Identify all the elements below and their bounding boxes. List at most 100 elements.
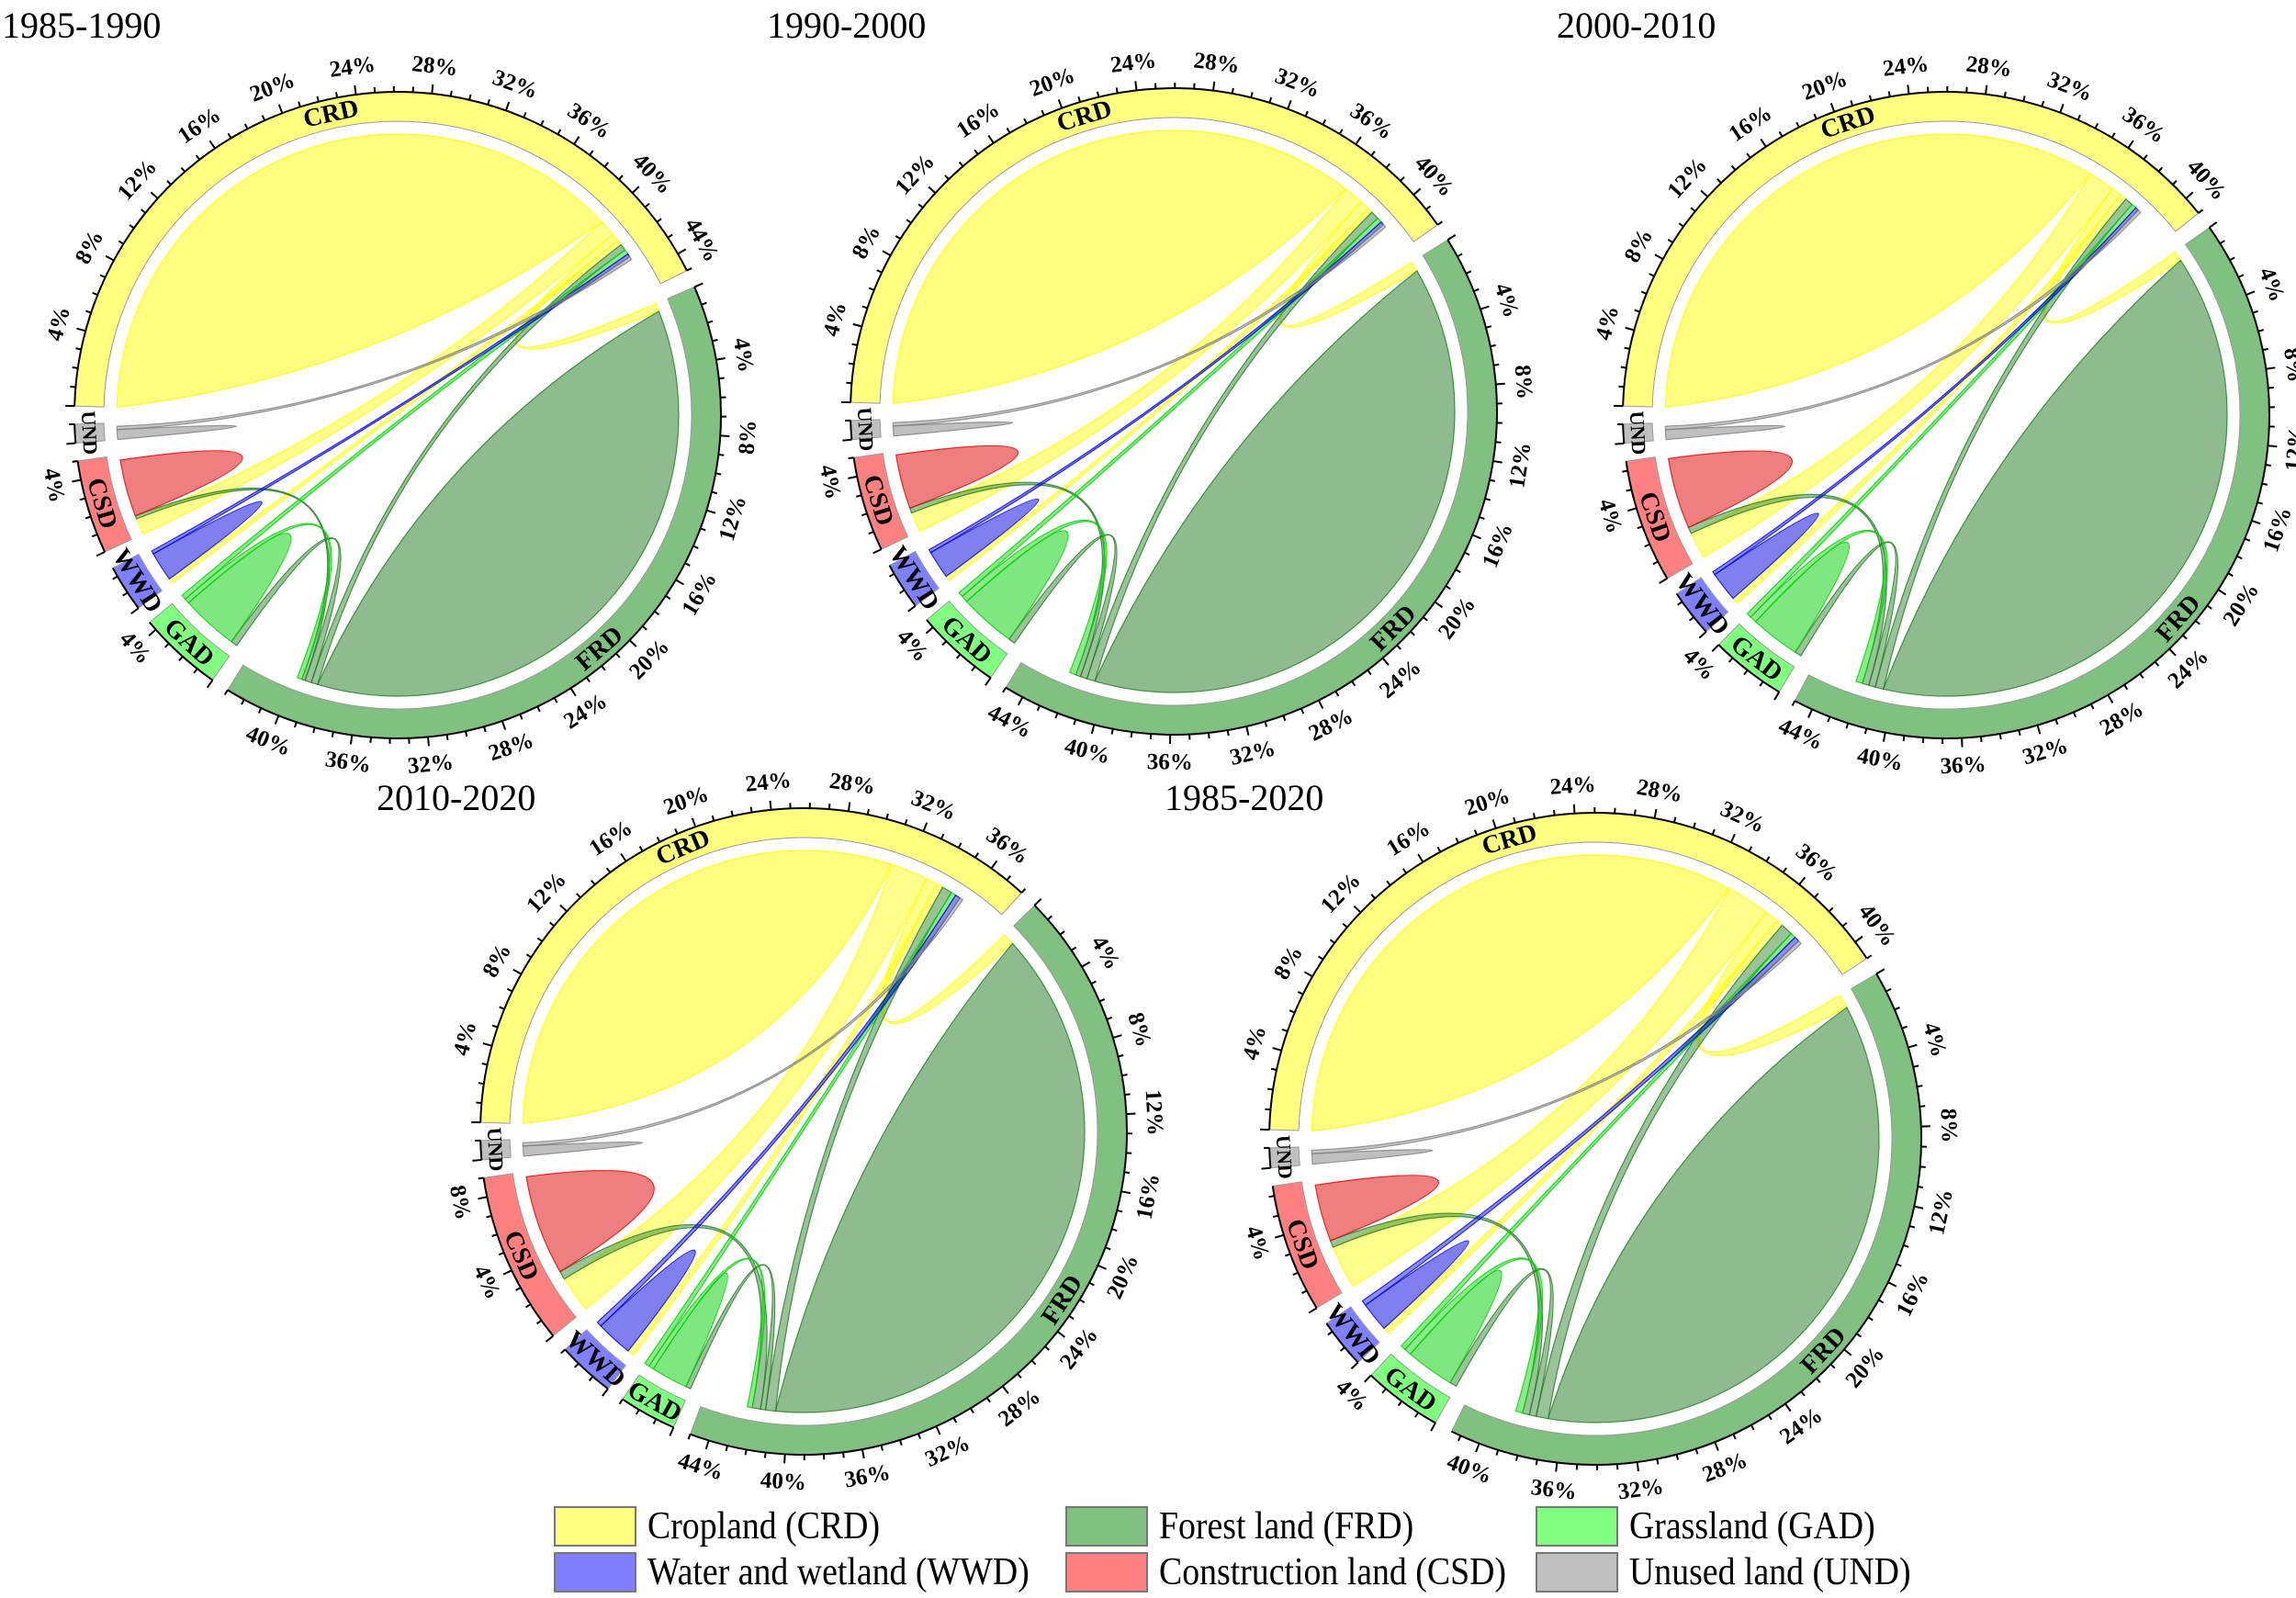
tick-mark bbox=[92, 291, 98, 296]
tick-mark bbox=[1700, 189, 1709, 197]
tick-mark bbox=[944, 174, 950, 180]
tick-mark bbox=[602, 1388, 609, 1397]
tick-label: 28% bbox=[1305, 703, 1357, 747]
tick-label: 4% bbox=[1086, 931, 1125, 973]
chord-chart-2000-2010: 4%8%12%16%20% 24% 28%32%36%40%CRD4%8%12%16… bbox=[1591, 51, 2296, 779]
tick-mark bbox=[1023, 118, 1028, 124]
tick-mark bbox=[2251, 519, 2261, 525]
chords bbox=[522, 850, 1086, 1413]
tick-mark bbox=[1266, 1087, 1274, 1091]
tick-mark bbox=[312, 726, 316, 734]
tick-label: 16% bbox=[2258, 504, 2296, 556]
tick-mark bbox=[628, 639, 637, 647]
tick-mark bbox=[2237, 274, 2245, 278]
tick-mark bbox=[1457, 253, 1463, 258]
tick-label: 4% bbox=[2254, 264, 2290, 305]
sector-axis-und bbox=[1622, 423, 1626, 444]
chord-crd-to-csd bbox=[1332, 887, 1767, 1288]
tick-mark bbox=[427, 737, 430, 747]
tick-mark bbox=[1364, 1374, 1372, 1383]
tick-mark bbox=[1115, 87, 1119, 94]
tick-mark bbox=[711, 490, 717, 495]
tick-mark bbox=[1446, 233, 1457, 241]
chord-wwd-to-crd bbox=[1361, 936, 1800, 1307]
tick-mark bbox=[1059, 930, 1065, 936]
tick-mark bbox=[1414, 1412, 1420, 1418]
tick-mark bbox=[573, 136, 580, 145]
tick-mark bbox=[974, 149, 979, 155]
tick-mark bbox=[1385, 163, 1391, 169]
tick-mark bbox=[848, 475, 858, 479]
tick-label: 12% bbox=[1504, 441, 1536, 490]
chord-wwd-to-wwd bbox=[152, 501, 263, 580]
tick-mark bbox=[1484, 497, 1491, 501]
tick-mark bbox=[868, 531, 874, 535]
tick-label: 20% bbox=[1102, 1251, 1143, 1303]
tick-mark bbox=[2054, 718, 2059, 726]
tick-mark bbox=[1465, 270, 1472, 275]
tick-label: 8% bbox=[848, 221, 886, 264]
tick-mark bbox=[700, 527, 706, 532]
tick-label: 40% bbox=[2182, 154, 2232, 205]
tick-label: 28% bbox=[994, 1384, 1045, 1432]
tick-label: 24% bbox=[559, 689, 612, 735]
tick-mark bbox=[1618, 385, 1625, 388]
tick-mark bbox=[91, 534, 98, 538]
tick-mark bbox=[1458, 1435, 1462, 1442]
tick-mark bbox=[72, 478, 82, 483]
tick-mark bbox=[1902, 735, 1906, 742]
tick-mark bbox=[1301, 1289, 1308, 1295]
tick-mark bbox=[1056, 1331, 1065, 1338]
chord-crd-to-csd bbox=[563, 863, 928, 1311]
tick-mark bbox=[1268, 96, 1273, 104]
sector-axis-csd bbox=[1625, 461, 1669, 580]
tick-mark bbox=[1514, 1455, 1519, 1461]
tick-mark bbox=[855, 494, 862, 498]
tick-label: 24% bbox=[1055, 1322, 1103, 1374]
tick-mark bbox=[1304, 110, 1309, 117]
chord-wwd-to-crd bbox=[151, 253, 631, 555]
tick-mark bbox=[2172, 180, 2178, 186]
tick-label: 4% bbox=[818, 299, 851, 339]
legend-swatch-und bbox=[1536, 1552, 1618, 1592]
tick-mark bbox=[1473, 829, 1478, 836]
tick-mark bbox=[1475, 1443, 1480, 1453]
tick-mark bbox=[1106, 1016, 1113, 1020]
tick-mark bbox=[298, 101, 301, 107]
tick-mark bbox=[880, 1445, 884, 1451]
sector-axis-crd bbox=[1268, 812, 1868, 1131]
tick-mark bbox=[1711, 828, 1716, 836]
chord-crd-to-crd bbox=[892, 129, 1347, 405]
tick-mark bbox=[2261, 482, 2268, 486]
tick-mark bbox=[1637, 525, 1643, 530]
tick-mark bbox=[847, 802, 851, 812]
tick-mark bbox=[1425, 205, 1432, 210]
tick-mark bbox=[70, 385, 76, 388]
tick-mark bbox=[1887, 1281, 1897, 1288]
tick-mark bbox=[603, 162, 610, 168]
tick-mark bbox=[1017, 1373, 1022, 1379]
tick-label: 4% bbox=[815, 463, 846, 501]
tick-label: 32% bbox=[1228, 736, 1278, 771]
tick-mark bbox=[468, 94, 472, 101]
tick-mark bbox=[2262, 347, 2268, 352]
sector-label-und: UND bbox=[1626, 411, 1651, 456]
chord-und-to-crd bbox=[116, 255, 633, 431]
tick-label: 12% bbox=[522, 867, 571, 917]
tick-mark bbox=[2268, 445, 2278, 448]
tick-mark bbox=[1339, 1346, 1345, 1352]
chart-title-1990-2000: 1990-2000 bbox=[767, 5, 927, 46]
tick-mark bbox=[1843, 1348, 1852, 1356]
sector-axis-csd bbox=[482, 1177, 555, 1337]
chord-gad-to-frd bbox=[961, 519, 1108, 676]
tick-mark bbox=[693, 282, 703, 288]
tick-mark bbox=[536, 937, 543, 942]
chord-und-to-crd bbox=[892, 223, 1387, 427]
tick-label: 4% bbox=[42, 304, 75, 343]
tick-mark bbox=[861, 1448, 865, 1459]
tick-label: 16% bbox=[1725, 101, 1777, 147]
tick-label: 24% bbox=[1549, 772, 1597, 800]
tick-mark bbox=[334, 92, 339, 98]
tick-mark bbox=[601, 665, 606, 671]
chord-gad-to-crd bbox=[1746, 203, 2137, 618]
